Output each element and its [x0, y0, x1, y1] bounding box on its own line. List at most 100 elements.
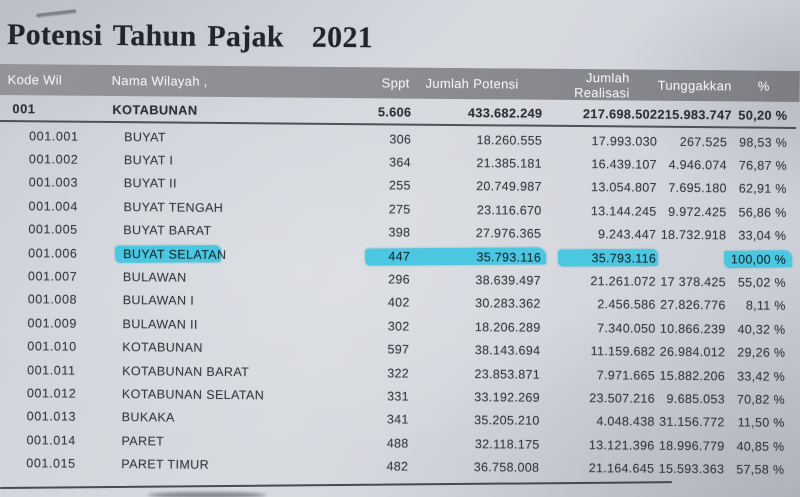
percent-cell: 40,32 %: [737, 322, 786, 337]
jumlah-realisasi-cell: 23.507.216: [589, 391, 655, 406]
jumlah-realisasi-cell: 4.048.438: [596, 414, 655, 430]
nama-wilayah-cell: BUYAT I: [123, 153, 174, 168]
nama-wilayah-cell: BULAWAN: [122, 270, 187, 285]
percent-cell: 98,53 %: [739, 135, 788, 150]
sppt-cell: 302: [387, 319, 410, 334]
table-bottom-line: [0, 481, 672, 490]
jumlah-potensi-cell: 23.853.871: [474, 366, 541, 382]
sppt-cell: 322: [387, 365, 410, 381]
kode-wil-cell: 001.012: [26, 386, 77, 401]
kode-wil-cell: 001.002: [28, 152, 79, 167]
tunggakkan-cell: 15.593.363: [658, 461, 725, 477]
tunggakkan-cell: 10.866.239: [659, 321, 726, 337]
nama-wilayah-cell: KOTABUNAN SELATAN: [121, 387, 265, 403]
jumlah-potensi-cell: 27.976.365: [475, 226, 542, 241]
header-sppt: Sppt: [381, 75, 410, 91]
sppt-cell: 275: [388, 202, 411, 217]
nama-wilayah-cell: BULAWAN I: [122, 293, 195, 309]
tunggakkan-cell: 215.983.747: [657, 106, 732, 122]
nama-wilayah-cell: BUYAT: [124, 129, 167, 145]
header-tunggakkan: Tunggakkan: [657, 77, 732, 94]
kode-wil-cell: 001.010: [27, 339, 77, 354]
jumlah-realisasi-cell: 13.121.396: [588, 437, 655, 453]
sppt-cell: 331: [387, 389, 409, 404]
nama-wilayah-cell: BUKAKA: [121, 410, 175, 425]
staple-mark: [36, 9, 77, 17]
percent-cell: 40,85 %: [736, 439, 785, 454]
highlighter-mark-percent: [723, 250, 793, 269]
tunggakkan-cell: 15.882.206: [659, 368, 726, 383]
sppt-cell: 597: [387, 342, 410, 357]
jumlah-realisasi-cell: 13.144.245: [590, 204, 657, 219]
kode-wil-cell: 001.003: [28, 175, 79, 191]
percent-cell: 11,50 %: [737, 415, 785, 431]
header-kode-wil: Kode Wil: [7, 72, 63, 88]
nama-wilayah-cell: BUYAT TENGAH: [123, 199, 224, 215]
jumlah-realisasi-cell: 7.340.050: [597, 321, 656, 336]
jumlah-potensi-cell: 433.682.249: [467, 104, 543, 121]
sppt-cell: 402: [387, 295, 410, 311]
jumlah-realisasi-cell: 13.054.807: [591, 180, 657, 196]
nama-wilayah-cell: BUYAT BARAT: [123, 223, 212, 239]
kode-wil-cell: 001.007: [27, 269, 78, 284]
sppt-cell: 398: [388, 225, 411, 240]
kode-wil-cell: 001.009: [27, 316, 77, 331]
percent-cell: 70,82 %: [736, 392, 785, 407]
sppt-cell: 296: [388, 272, 410, 287]
jumlah-potensi-cell: 21.385.181: [476, 156, 543, 171]
header-nama-wilayah: Nama Wilayah ,: [111, 72, 208, 89]
jumlah-realisasi-cell: 11.159.682: [590, 344, 656, 359]
tunggakkan-cell: 17 378.425: [660, 274, 726, 290]
tunggakkan-cell: 9.685.053: [666, 391, 725, 407]
percent-cell: 56,86 %: [738, 205, 787, 220]
percent-cell: 62,91 %: [738, 181, 787, 197]
jumlah-potensi-cell: 36.758.008: [473, 460, 540, 475]
jumlah-realisasi-cell: 21.164.645: [588, 461, 655, 476]
kode-wil-cell: 001.008: [27, 292, 78, 308]
jumlah-realisasi-cell: 21.261.072: [590, 274, 656, 289]
nama-wilayah-cell: BULAWAN II: [122, 316, 198, 332]
jumlah-realisasi-cell: 17.993.030: [591, 133, 658, 149]
jumlah-potensi-cell: 20.749.987: [476, 179, 542, 195]
sppt-cell: 482: [386, 459, 409, 474]
kode-wil-cell: 001: [12, 100, 36, 116]
nama-wilayah-cell: KOTABUNAN: [112, 101, 198, 118]
jumlah-potensi-cell: 18.206.289: [474, 319, 541, 335]
percent-cell: 50,20 %: [738, 106, 788, 123]
percent-cell: 33,42 %: [737, 369, 786, 384]
jumlah-realisasi-cell: 217.698.502: [582, 105, 658, 122]
jumlah-realisasi-cell: 7.971.665: [596, 367, 656, 383]
kode-wil-cell: 001.014: [26, 433, 76, 448]
sppt-cell: 306: [389, 132, 412, 147]
tunggakkan-cell: 27.826.776: [660, 298, 726, 313]
kode-wil-cell: 001.001: [29, 128, 79, 144]
tunggakkan-cell: 7.695.180: [668, 181, 727, 196]
highlighter-mark-nama: [115, 245, 222, 263]
percent-cell: 76,87 %: [738, 158, 787, 173]
tunggakkan-cell: 267.525: [679, 134, 728, 150]
percent-cell: 55,02 %: [737, 275, 786, 290]
percent-cell: 57,58 %: [736, 462, 785, 478]
jumlah-potensi-cell: 23.116.670: [476, 203, 542, 218]
jumlah-potensi-cell: 33.192.269: [474, 390, 540, 405]
highlighter-mark-sppt-potensi: [365, 247, 547, 266]
jumlah-realisasi-cell: 2.456.586: [597, 297, 656, 313]
tunggakkan-cell: 31.156.772: [659, 415, 725, 430]
sppt-cell: 341: [386, 412, 409, 427]
kode-wil-cell: 001.011: [27, 362, 76, 378]
header-jumlah-potensi: Jumlah Potensi: [425, 75, 519, 92]
percent-cell: 33,04 %: [738, 228, 787, 244]
jumlah-potensi-cell: 35.205.210: [474, 413, 540, 429]
nama-wilayah-cell: PARET: [121, 433, 165, 449]
jumlah-potensi-cell: 30.283.362: [475, 296, 541, 312]
title-year: 2021: [311, 20, 374, 55]
nama-wilayah-cell: KOTABUNAN: [122, 340, 203, 355]
jumlah-potensi-cell: 32.118.175: [474, 436, 540, 452]
title-text: Potensi Tahun Pajak: [6, 18, 284, 54]
tunggakkan-cell: 9.972.425: [668, 204, 727, 220]
header-jumlah-realisasi: Jumlah Realisasi: [574, 69, 630, 100]
nama-wilayah-cell: KOTABUNAN BARAT: [122, 363, 250, 379]
kode-wil-cell: 001.004: [28, 199, 79, 214]
jumlah-potensi-cell: 18.260.555: [476, 132, 543, 148]
